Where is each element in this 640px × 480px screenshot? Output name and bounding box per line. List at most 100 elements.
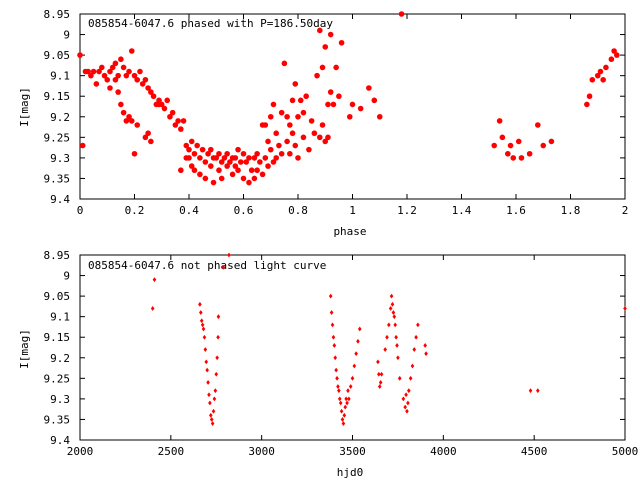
data-point <box>398 11 405 17</box>
data-point <box>199 146 206 153</box>
data-point <box>348 384 353 389</box>
y-tick-label: 9.1 <box>50 70 70 83</box>
data-point <box>388 306 393 311</box>
data-point <box>412 347 417 352</box>
x-axis-label: phase <box>333 225 366 238</box>
data-point <box>623 306 627 311</box>
data-point <box>325 134 331 141</box>
data-point <box>148 89 154 95</box>
data-point <box>88 72 94 79</box>
data-point <box>218 159 225 165</box>
data-point <box>221 155 228 161</box>
data-point <box>79 142 86 149</box>
data-point <box>267 113 274 120</box>
data-point <box>188 163 195 169</box>
data-point <box>257 159 263 165</box>
x-tick-label: 0.2 <box>125 204 145 217</box>
x-axis-label: hjd0 <box>337 466 364 479</box>
data-point <box>197 155 203 161</box>
data-point <box>338 400 343 406</box>
data-point <box>229 171 236 178</box>
data-point <box>273 155 280 161</box>
data-point <box>586 93 593 100</box>
data-point <box>131 72 138 79</box>
data-point <box>340 417 345 422</box>
data-point <box>200 322 205 328</box>
data-point <box>491 142 498 149</box>
data-point <box>614 52 620 58</box>
data-point <box>278 150 285 157</box>
data-point <box>115 89 121 95</box>
data-point <box>535 122 541 128</box>
x-tick-label: 1.4 <box>452 204 472 217</box>
data-point <box>297 97 304 104</box>
data-point <box>332 343 337 348</box>
data-point <box>99 64 105 71</box>
data-point <box>246 155 252 161</box>
data-point <box>251 175 258 182</box>
data-point <box>515 138 522 145</box>
y-tick-label: 9.05 <box>44 290 71 303</box>
data-point <box>292 142 299 149</box>
data-point <box>270 159 277 165</box>
data-point <box>343 404 348 410</box>
data-point <box>251 155 258 161</box>
data-point <box>377 384 382 389</box>
data-point <box>131 150 138 157</box>
data-point <box>123 118 130 124</box>
x-tick-label: 4000 <box>430 445 457 458</box>
data-point <box>395 343 399 348</box>
data-point <box>354 351 358 357</box>
data-point <box>156 97 162 104</box>
data-point <box>208 400 212 406</box>
data-point <box>204 359 209 365</box>
x-tick-label: 5000 <box>612 445 639 458</box>
data-point <box>96 68 102 75</box>
data-point <box>202 334 207 340</box>
data-point <box>416 322 420 328</box>
data-point <box>303 93 309 100</box>
y-tick-label: 9.15 <box>44 331 71 344</box>
data-point <box>319 64 326 71</box>
data-point <box>397 375 402 381</box>
data-point <box>207 392 211 398</box>
data-point <box>150 93 157 100</box>
data-point <box>120 64 127 71</box>
data-point <box>403 404 407 410</box>
data-point <box>262 155 269 161</box>
data-point <box>379 371 384 377</box>
data-point <box>594 72 601 79</box>
data-point <box>548 138 555 145</box>
data-point <box>346 388 350 394</box>
data-point <box>401 396 406 402</box>
data-point <box>335 375 339 381</box>
data-point <box>107 85 113 91</box>
data-point <box>150 306 155 311</box>
data-point <box>526 150 533 157</box>
data-point <box>118 56 124 63</box>
data-point <box>414 334 418 340</box>
data-point <box>137 68 143 75</box>
data-point <box>134 122 141 128</box>
data-point <box>123 72 130 79</box>
data-point <box>327 31 334 38</box>
x-tick-label: 3500 <box>339 445 366 458</box>
data-point <box>589 76 596 83</box>
data-point <box>300 109 307 116</box>
data-point <box>206 380 210 385</box>
data-point <box>327 89 334 95</box>
data-point <box>407 388 411 394</box>
data-point <box>208 163 214 169</box>
data-point <box>308 118 315 124</box>
x-tick-label: 1.2 <box>397 204 417 217</box>
y-tick-label: 9.4 <box>50 434 70 447</box>
data-point <box>330 322 335 328</box>
data-point <box>345 400 349 406</box>
data-point <box>218 175 225 182</box>
data-point <box>392 314 397 320</box>
data-point <box>423 343 427 348</box>
data-points <box>77 11 620 186</box>
data-point <box>371 97 378 104</box>
data-point <box>347 396 351 402</box>
